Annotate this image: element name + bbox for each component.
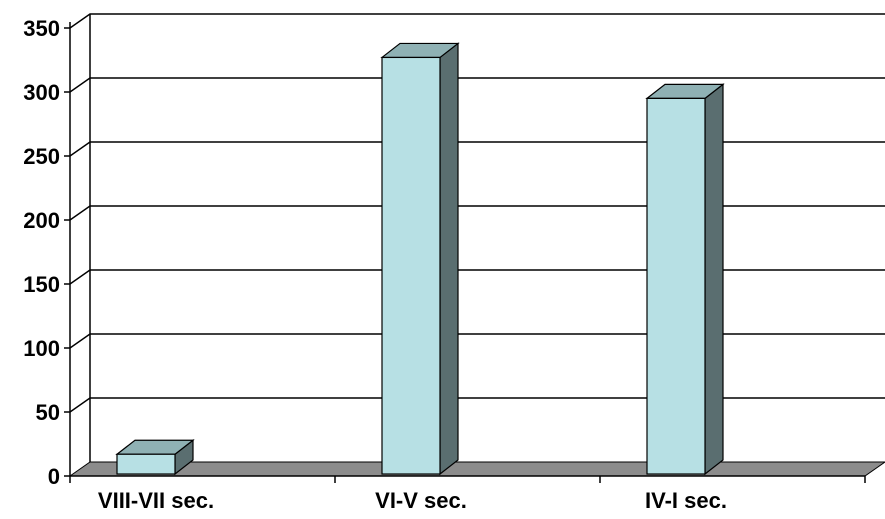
y-tick-label: 0 xyxy=(48,464,60,489)
bar-front xyxy=(116,453,176,475)
y-tick-label: 250 xyxy=(23,144,60,169)
x-category-label: VIII-VII sec. xyxy=(98,488,214,513)
x-category-label: IV-I sec. xyxy=(645,488,727,513)
bar xyxy=(380,42,460,476)
gridline xyxy=(69,397,885,413)
y-tick-label: 350 xyxy=(23,16,60,41)
gridline xyxy=(69,13,885,29)
gridline xyxy=(69,141,885,157)
bar-front xyxy=(646,97,706,475)
gridline xyxy=(69,269,885,285)
y-tick-label: 50 xyxy=(36,400,60,425)
bar xyxy=(645,83,725,476)
y-axis-tick-labels: 0 50 100 150 200 250 300 350 xyxy=(23,16,60,489)
gridlines xyxy=(69,13,885,413)
floor-plane xyxy=(68,461,885,477)
bar-front xyxy=(381,56,441,475)
bar-side xyxy=(704,83,724,476)
gridline xyxy=(69,205,885,221)
gridline xyxy=(69,77,885,93)
x-category-label: VI-V sec. xyxy=(375,488,467,513)
y-tick-label: 150 xyxy=(23,272,60,297)
y-tick-label: 100 xyxy=(23,336,60,361)
y-tick-label: 200 xyxy=(23,208,60,233)
bar xyxy=(115,439,195,476)
axes xyxy=(64,22,866,483)
chart-floor xyxy=(68,461,885,477)
x-axis-category-labels: VIII-VII sec. VI-V sec. IV-I sec. xyxy=(98,488,727,513)
gridline xyxy=(69,333,885,349)
y-tick-label: 300 xyxy=(23,80,60,105)
bars xyxy=(115,42,725,476)
bar-side xyxy=(439,42,459,476)
